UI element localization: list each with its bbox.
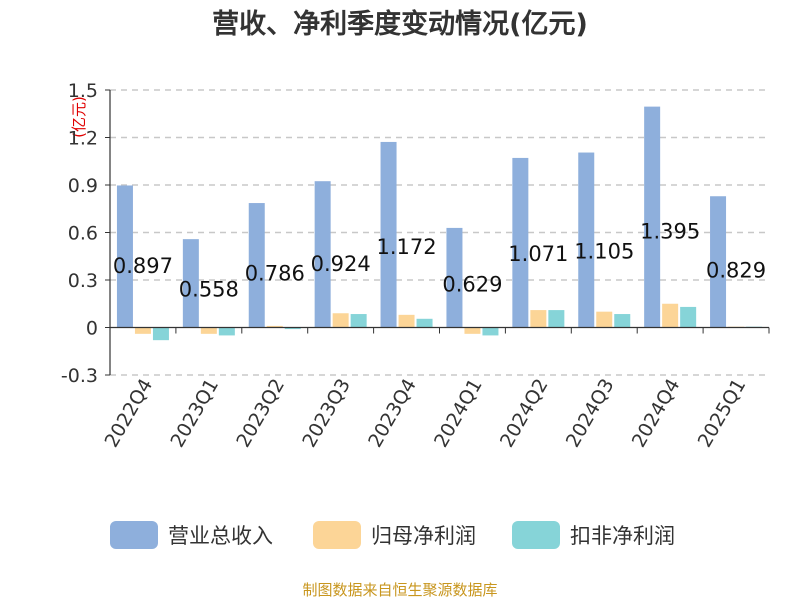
y-tick-label: 0.6 bbox=[68, 223, 98, 245]
x-tick-label: 2025Q1 bbox=[694, 375, 751, 451]
bar-2-2024Q4 bbox=[680, 306, 697, 328]
source-note: 制图数据来自恒生聚源数据库 bbox=[302, 581, 497, 599]
bar-2-2023Q1 bbox=[218, 327, 235, 336]
bar-2-2023Q2 bbox=[284, 327, 301, 330]
x-tick-label: 2023Q4 bbox=[364, 375, 421, 451]
bar-1-2024Q2 bbox=[530, 310, 547, 328]
bar-2-2024Q3 bbox=[614, 314, 631, 328]
bar-1-2023Q3 bbox=[332, 313, 349, 328]
bar-0-2023Q3 bbox=[314, 181, 331, 328]
bar-1-2024Q3 bbox=[596, 311, 613, 328]
x-tick-label: 2022Q4 bbox=[101, 375, 158, 451]
y-tick-label: 1.2 bbox=[68, 128, 98, 150]
y-tick-label: 0.3 bbox=[68, 270, 98, 292]
legend-label: 营业总收入 bbox=[168, 524, 273, 548]
bars bbox=[116, 106, 763, 341]
bar-2-2024Q2 bbox=[548, 310, 565, 328]
bar-2-2023Q4 bbox=[416, 318, 433, 328]
bar-2-2022Q4 bbox=[152, 327, 169, 341]
y-tick-label: 0.9 bbox=[68, 175, 98, 197]
bar-0-2024Q4 bbox=[644, 106, 661, 328]
bar-2-2024Q1 bbox=[482, 327, 499, 336]
bar-0-2023Q1 bbox=[182, 239, 199, 328]
x-tick-label: 2024Q4 bbox=[628, 375, 685, 451]
bar-1-2023Q2 bbox=[266, 325, 283, 328]
x-tick-label: 2023Q3 bbox=[298, 375, 355, 451]
data-label: 0.829 bbox=[706, 259, 766, 283]
data-label: 1.105 bbox=[574, 240, 634, 264]
bar-0-2025Q1 bbox=[710, 196, 727, 328]
data-label: 0.629 bbox=[442, 273, 502, 297]
data-label: 0.897 bbox=[113, 254, 173, 278]
bar-1-2022Q4 bbox=[134, 327, 151, 334]
data-label: 1.172 bbox=[376, 235, 436, 259]
y-axis-unit-label: (亿元) bbox=[70, 96, 88, 138]
data-label: 0.558 bbox=[179, 278, 239, 302]
x-tick-label: 2023Q1 bbox=[166, 375, 223, 451]
y-tick-label: 1.5 bbox=[68, 80, 98, 102]
x-tick-label: 2023Q2 bbox=[232, 375, 289, 451]
data-label: 0.786 bbox=[245, 262, 305, 286]
data-label: 0.924 bbox=[311, 252, 371, 276]
x-tick-label: 2024Q1 bbox=[430, 375, 487, 451]
data-label: 1.071 bbox=[508, 242, 568, 266]
legend: 营业总收入 归母净利润 扣非净利润 bbox=[110, 521, 675, 549]
y-tick-label: -0.3 bbox=[61, 365, 98, 387]
legend-swatch bbox=[313, 521, 361, 549]
legend-swatch bbox=[512, 521, 560, 549]
chart-title: 营收、净利季度变动情况(亿元) bbox=[212, 8, 588, 40]
legend-label: 扣非净利润 bbox=[570, 524, 675, 548]
bar-1-2023Q4 bbox=[398, 314, 415, 328]
bar-0-2023Q2 bbox=[248, 203, 265, 328]
x-tick-label: 2024Q3 bbox=[562, 375, 619, 451]
bar-0-2024Q1 bbox=[446, 227, 463, 328]
bar-2-2023Q3 bbox=[350, 314, 367, 328]
y-tick-label: 0 bbox=[86, 318, 98, 340]
bar-0-2024Q2 bbox=[512, 157, 529, 328]
bar-1-2024Q1 bbox=[464, 327, 481, 334]
bar-1-2023Q1 bbox=[200, 327, 217, 334]
bar-0-2023Q4 bbox=[380, 141, 397, 328]
bar-1-2024Q4 bbox=[662, 303, 679, 328]
data-label: 1.395 bbox=[640, 219, 700, 243]
legend-label: 归母净利润 bbox=[371, 524, 476, 548]
bar-0-2022Q4 bbox=[116, 185, 133, 328]
x-tick-label: 2024Q2 bbox=[496, 375, 553, 451]
bar-0-2024Q3 bbox=[578, 152, 595, 328]
legend-swatch bbox=[110, 521, 158, 549]
